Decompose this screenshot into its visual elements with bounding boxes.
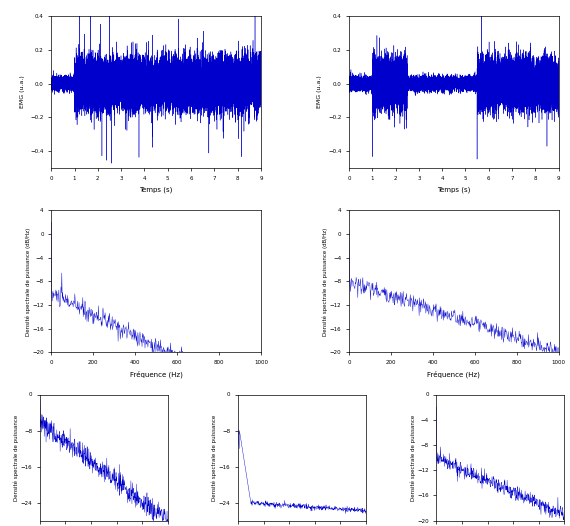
X-axis label: Temps (s): Temps (s)	[437, 187, 470, 193]
Text: (d): (d)	[445, 395, 463, 408]
Text: (b): (b)	[445, 214, 463, 227]
X-axis label: Temps (s): Temps (s)	[140, 187, 173, 193]
X-axis label: Fréquence (Hz): Fréquence (Hz)	[130, 371, 182, 378]
Y-axis label: Densité spectrale de puissance (dB/Hz): Densité spectrale de puissance (dB/Hz)	[25, 227, 31, 336]
X-axis label: Fréquence (Hz): Fréquence (Hz)	[428, 371, 480, 378]
Y-axis label: EMG (u.a.): EMG (u.a.)	[317, 76, 323, 108]
Y-axis label: Densité spectrale de puissance: Densité spectrale de puissance	[410, 414, 416, 501]
Y-axis label: Densité spectrale de puissance (dB/Hz): Densité spectrale de puissance (dB/Hz)	[323, 227, 328, 336]
Text: (a): (a)	[148, 214, 165, 227]
Text: (c): (c)	[148, 395, 164, 408]
Y-axis label: EMG (u.a.): EMG (u.a.)	[20, 76, 25, 108]
Y-axis label: Densité spectrale de puissance: Densité spectrale de puissance	[14, 414, 19, 501]
Y-axis label: Densité spectrale de puissance: Densité spectrale de puissance	[212, 414, 218, 501]
